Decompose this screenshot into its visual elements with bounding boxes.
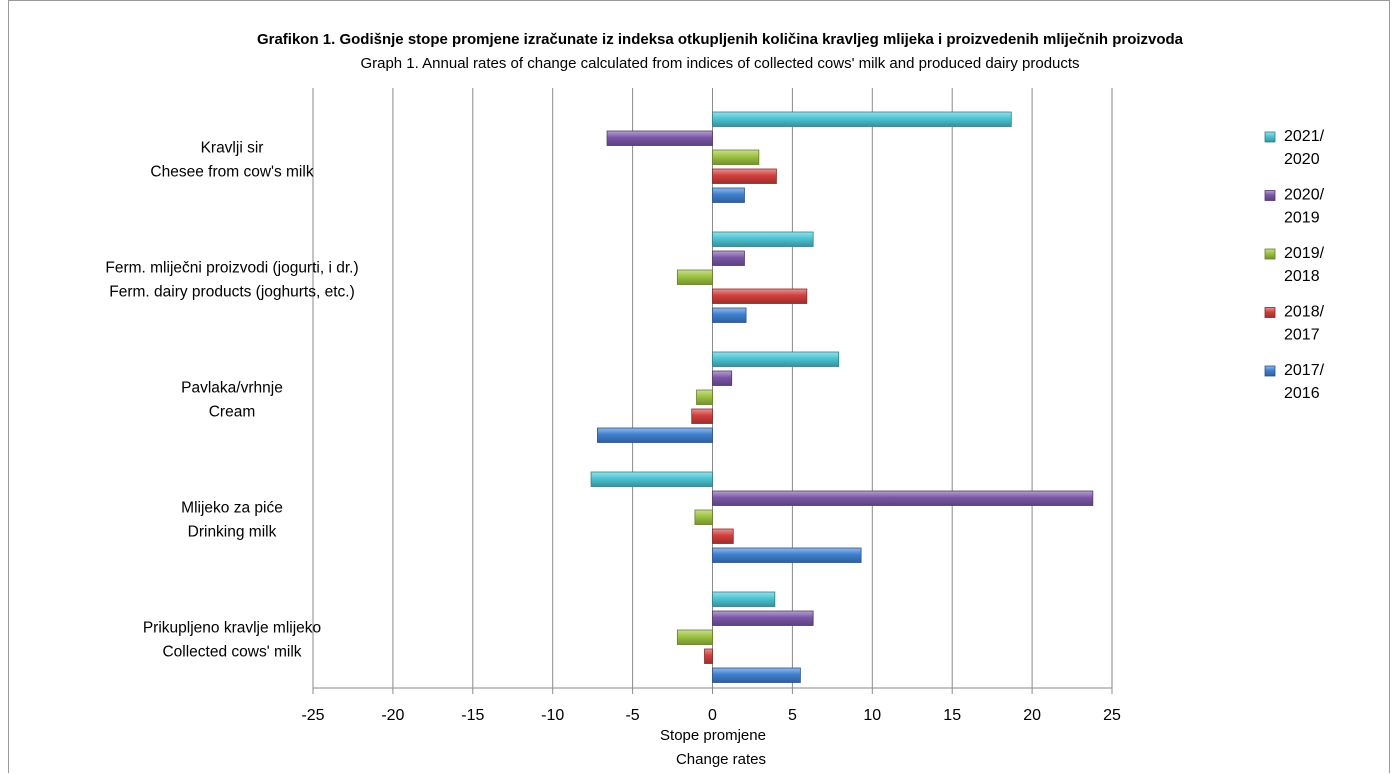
legend-label: 2019/ — [1284, 245, 1325, 262]
chart-subtitle: Graph 1. Annual rates of change calculat… — [360, 55, 1079, 72]
x-tick-label: -10 — [541, 707, 564, 724]
category-label: Mlijeko za piće — [181, 499, 283, 516]
x-tick-label: 0 — [708, 707, 717, 724]
bar-3-4 — [704, 648, 713, 664]
legend-label-year: 2016 — [1284, 385, 1320, 402]
bar-1-3 — [712, 490, 1094, 506]
legend-label-year: 2018 — [1284, 268, 1320, 285]
bar-0-3 — [590, 471, 713, 487]
bar-2-0 — [712, 149, 760, 165]
legend-swatch — [1264, 365, 1276, 377]
bar-2-3 — [694, 509, 713, 525]
bar-1-1 — [712, 250, 745, 266]
chart-title: Grafikon 1. Godišnje stope promjene izra… — [257, 31, 1184, 48]
category-labels: Kravlji sir Chesee from cow's milk Ferm. m… — [105, 139, 358, 660]
chart-frame — [8, 0, 1390, 773]
category-label-en: Chesee from cow's milk — [150, 163, 313, 180]
legend-label: 2018/ — [1284, 304, 1325, 321]
x-tick-label: 5 — [788, 707, 797, 724]
bar-0-0 — [712, 111, 1012, 127]
bar-1-2 — [712, 370, 733, 386]
legend: 2021/2020 2020/2019 2019/2018 2018/2017 2017… — [1264, 128, 1325, 402]
bar-4-1 — [712, 307, 747, 323]
legend-swatch — [1264, 307, 1276, 318]
bar-4-0 — [712, 187, 745, 203]
bar-3-3 — [712, 528, 734, 544]
bar-0-2 — [712, 351, 840, 367]
category-label-en: Drinking milk — [188, 523, 277, 540]
x-tick-label: 25 — [1103, 707, 1121, 724]
legend-label-year: 2020 — [1284, 151, 1320, 168]
legend-label-year: 2017 — [1284, 327, 1320, 344]
category-label: Prikupljeno kravlje mlijeko — [143, 619, 321, 636]
legend-label: 2020/ — [1284, 187, 1325, 204]
bar-3-0 — [712, 168, 777, 184]
x-tick-label: -15 — [461, 707, 484, 724]
bar-2-1 — [676, 269, 713, 285]
bars — [590, 111, 1094, 683]
bar-3-2 — [691, 408, 713, 424]
category-label-en: Cream — [209, 403, 256, 420]
bar-0-4 — [712, 591, 776, 607]
category-label: Kravlji sir — [201, 139, 264, 156]
legend-label: 2017/ — [1284, 362, 1325, 379]
bar-4-3 — [712, 547, 862, 563]
category-label-en: Ferm. dairy products (joghurts, etc.) — [109, 283, 355, 300]
legend-swatch — [1264, 248, 1276, 260]
bar-4-2 — [597, 427, 713, 443]
category-label-en: Collected cows' milk — [162, 643, 301, 660]
bar-1-4 — [712, 610, 814, 626]
category-label: Pavlaka/vrhnje — [181, 379, 283, 396]
x-tick-label: 20 — [1023, 707, 1041, 724]
bar-0-1 — [712, 231, 814, 247]
x-tick-label: 10 — [863, 707, 881, 724]
x-axis-label-primary: Stope promjene — [660, 727, 766, 744]
x-tick-labels: -25 -20 -15 -10 -5 0 5 10 15 20 25 — [301, 707, 1121, 724]
x-tick-label: -20 — [381, 707, 404, 724]
legend-swatch — [1264, 131, 1276, 143]
bar-3-1 — [712, 288, 808, 304]
x-tick-label: -5 — [625, 707, 639, 724]
legend-label-year: 2019 — [1284, 210, 1320, 227]
x-tick-label: -25 — [301, 707, 324, 724]
bar-2-4 — [676, 629, 713, 645]
legend-label: 2021/ — [1284, 128, 1325, 145]
bar-2-2 — [696, 389, 713, 405]
bar-1-0 — [606, 130, 713, 146]
x-tick-label: 15 — [943, 707, 961, 724]
legend-swatch — [1264, 190, 1276, 201]
category-label: Ferm. mliječni proizvodi (jogurti, i dr.… — [105, 259, 358, 276]
x-axis-label-secondary: Change rates — [676, 751, 766, 768]
bar-4-4 — [712, 667, 801, 683]
